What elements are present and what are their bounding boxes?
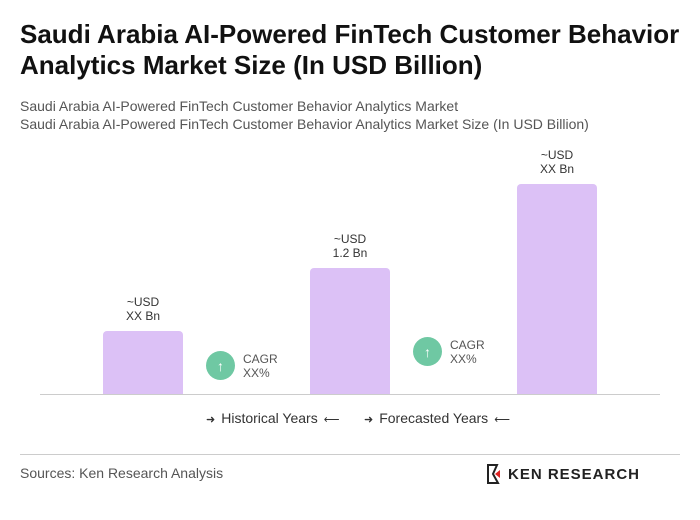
cagr-badge-1: ↑ CAGR XX% (206, 351, 278, 380)
legend-historical: ➜ Historical Years ⟵ (200, 410, 346, 426)
arrow-right-icon: ➜ (206, 414, 216, 426)
subtitle: Saudi Arabia AI-Powered FinTech Customer… (20, 98, 459, 114)
logo-text: KEN RESEARCH (508, 465, 641, 483)
data-label: ~USD XX Bn (125, 295, 161, 323)
legend-label: Historical Years (221, 410, 318, 426)
bar-forecast (517, 184, 597, 394)
data-label: ~USD XX Bn (539, 148, 575, 176)
arrow-right-icon: ➜ (364, 414, 374, 426)
chart-title: Saudi Arabia AI-Powered FinTech Customer… (20, 19, 680, 80)
arrow-left-icon: ⟵ (323, 414, 340, 426)
x-axis (40, 394, 660, 395)
cagr-value: XX% (450, 351, 477, 366)
legend-forecasted: ➜ Forecasted Years ⟵ (358, 410, 516, 426)
logo-mark-icon (487, 464, 500, 484)
cagr-label: CAGR (243, 351, 278, 366)
subtitle-2: Saudi Arabia AI-Powered FinTech Customer… (20, 116, 589, 132)
arrow-up-icon: ↑ (413, 337, 442, 366)
arrow-up-icon: ↑ (206, 351, 235, 380)
cagr-label: CAGR (450, 337, 485, 352)
cagr-value: XX% (243, 365, 270, 380)
bar-historical (103, 331, 183, 394)
bar-current (310, 268, 390, 394)
cagr-badge-2: ↑ CAGR XX% (413, 337, 485, 366)
source-text: Sources: Ken Research Analysis (20, 465, 224, 481)
data-label: ~USD 1.2 Bn (332, 232, 368, 260)
divider (20, 454, 680, 455)
ken-research-logo: KEN RESEARCH (486, 464, 640, 484)
legend-label: Forecasted Years (379, 410, 489, 426)
arrow-left-icon: ⟵ (494, 414, 510, 426)
